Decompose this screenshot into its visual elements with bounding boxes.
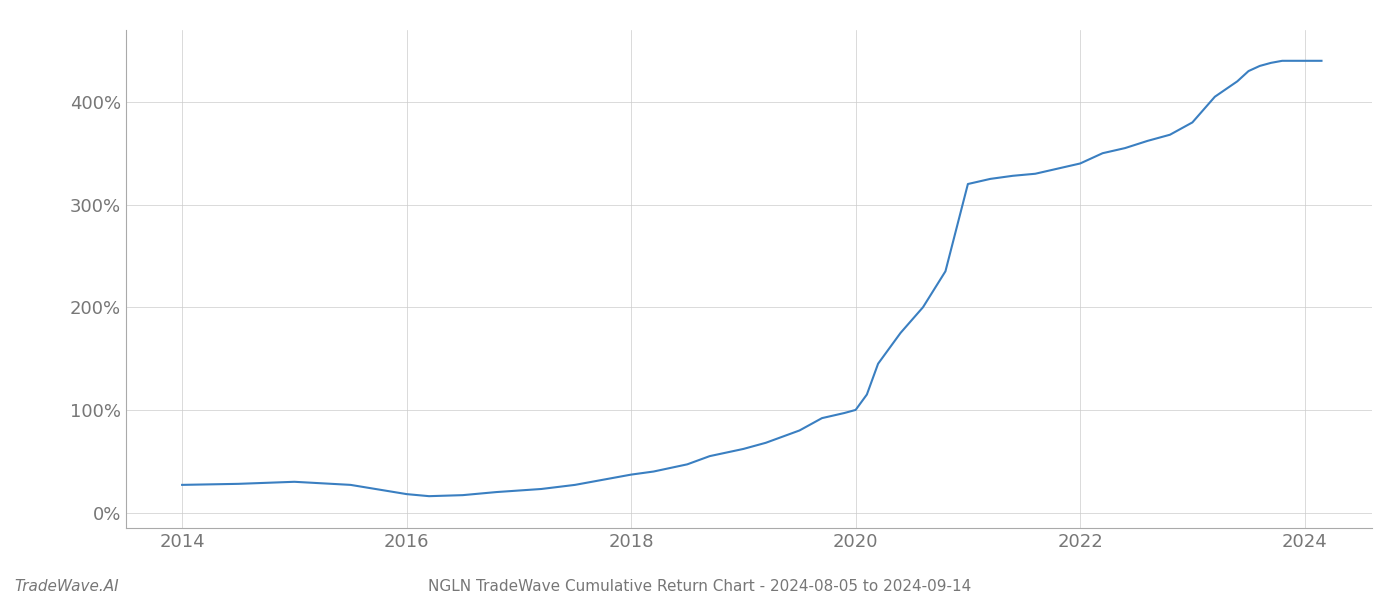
Text: NGLN TradeWave Cumulative Return Chart - 2024-08-05 to 2024-09-14: NGLN TradeWave Cumulative Return Chart -… xyxy=(428,579,972,594)
Text: TradeWave.AI: TradeWave.AI xyxy=(14,579,119,594)
